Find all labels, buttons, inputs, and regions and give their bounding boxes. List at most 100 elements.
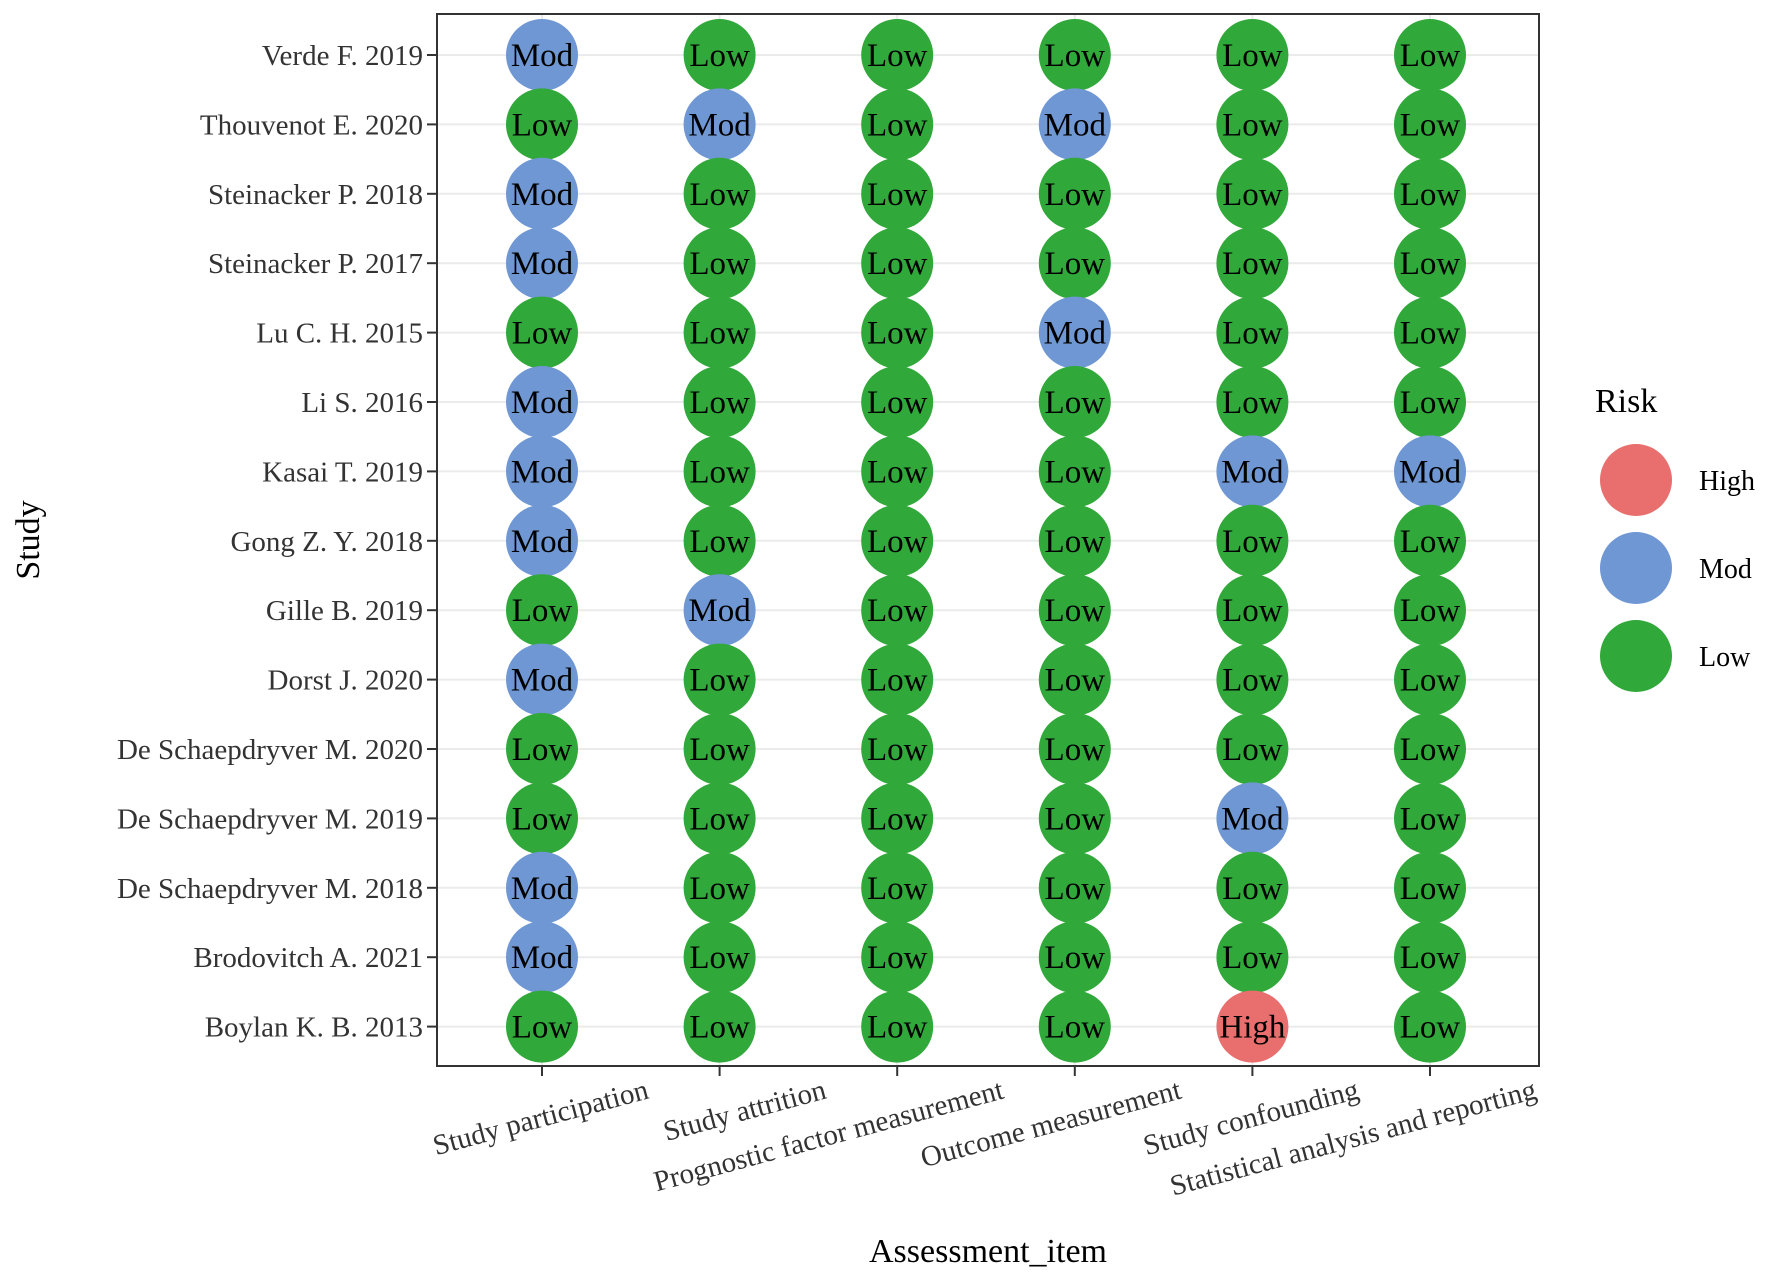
risk-point — [1394, 88, 1466, 161]
risk-point — [861, 435, 934, 508]
risk-point — [1038, 504, 1111, 577]
risk-point — [861, 366, 934, 438]
risk-point — [683, 435, 756, 508]
risk-point-label: Low — [1045, 593, 1106, 629]
y-tick-label: Steinacker P. 2017 — [208, 248, 423, 280]
risk-point-label: Low — [867, 38, 928, 74]
risk-point-label: Low — [1400, 177, 1461, 213]
y-tick-label: Li S. 2016 — [301, 387, 423, 419]
risk-point-label: Low — [1045, 246, 1106, 282]
risk-point-label: Low — [689, 732, 750, 768]
risk-point-label: Low — [1400, 107, 1461, 143]
risk-point — [506, 504, 578, 577]
y-tick-label: Thouvenot E. 2020 — [200, 109, 423, 141]
risk-point — [1038, 782, 1111, 855]
risk-point — [861, 504, 934, 577]
risk-point — [861, 713, 934, 785]
risk-point-label: Mod — [511, 177, 574, 213]
risk-point-label: Low — [1222, 524, 1283, 560]
risk-point-label: Low — [867, 454, 928, 490]
risk-point — [506, 296, 578, 369]
risk-point-label: Low — [1400, 940, 1461, 976]
risk-point-label: Low — [867, 177, 928, 213]
risk-point-label: Mod — [688, 107, 751, 143]
legend-label: Low — [1699, 642, 1751, 673]
risk-point — [1038, 574, 1111, 647]
risk-point — [1394, 643, 1466, 716]
risk-point-label: Low — [1045, 385, 1106, 421]
risk-point — [1038, 19, 1111, 91]
risk-point — [1394, 713, 1466, 785]
risk-point — [1216, 504, 1289, 577]
risk-point — [1038, 435, 1111, 508]
x-tick-label: Study participation — [430, 1074, 653, 1162]
risk-point-label: Low — [867, 385, 928, 421]
risk-point — [1216, 157, 1289, 230]
risk-point — [506, 435, 578, 508]
risk-point-label: Low — [1045, 454, 1106, 490]
risk-point-label: Mod — [511, 385, 574, 421]
risk-point-label: Low — [1400, 593, 1461, 629]
risk-point-label: Mod — [511, 940, 574, 976]
risk-point — [683, 851, 756, 924]
risk-point-label: Mod — [1399, 454, 1462, 490]
risk-point-label: Low — [1400, 871, 1461, 907]
risk-point — [683, 713, 756, 785]
risk-point — [683, 157, 756, 230]
risk-point — [683, 574, 756, 647]
risk-point — [1216, 19, 1289, 91]
risk-point-label: Low — [689, 663, 750, 699]
risk-point-label: Low — [689, 246, 750, 282]
risk-point — [1394, 227, 1466, 300]
risk-point-label: Low — [689, 801, 750, 837]
risk-point-label: Low — [1222, 246, 1283, 282]
risk-point-label: Low — [1400, 524, 1461, 560]
risk-point-label: Low — [1045, 732, 1106, 768]
risk-point — [861, 88, 934, 161]
risk-point — [1394, 296, 1466, 369]
risk-point-label: Low — [1400, 246, 1461, 282]
risk-point-label: Low — [1045, 524, 1106, 560]
risk-point-label: Low — [512, 1010, 573, 1046]
legend-label: Mod — [1699, 554, 1752, 585]
risk-point — [1038, 851, 1111, 924]
risk-point-label: Low — [867, 801, 928, 837]
x-axis: Study participation Study attritionProgno… — [430, 1066, 1540, 1203]
risk-point — [1038, 990, 1111, 1063]
risk-point-label: Mod — [511, 871, 574, 907]
risk-point — [861, 782, 934, 855]
risk-point-label: Low — [1400, 316, 1461, 352]
risk-point-label: Low — [1045, 663, 1106, 699]
y-tick-label: De Schaepdryver M. 2018 — [117, 873, 423, 905]
risk-point-label: Low — [1045, 177, 1106, 213]
risk-point — [506, 713, 578, 785]
y-axis: Verde F. 2019 Thouvenot E. 2020 Steinacker… — [117, 40, 437, 1044]
risk-point-label: Mod — [1044, 107, 1107, 143]
risk-point — [1394, 435, 1466, 508]
risk-point-label: Mod — [1221, 454, 1284, 490]
risk-point-label: High — [1219, 1010, 1286, 1046]
risk-point-label: Low — [1222, 663, 1283, 699]
risk-point-label: Low — [867, 1010, 928, 1046]
risk-point-label: Low — [689, 38, 750, 74]
risk-point — [1216, 713, 1289, 785]
risk-point-label: Low — [867, 940, 928, 976]
risk-point — [1038, 366, 1111, 438]
risk-point-label: Low — [1045, 871, 1106, 907]
risk-point — [1038, 296, 1111, 369]
risk-point — [861, 157, 934, 230]
gridlines — [437, 14, 1539, 1066]
risk-point — [861, 227, 934, 300]
risk-point-label: Low — [867, 524, 928, 560]
risk-point-label: Low — [1045, 1010, 1106, 1046]
risk-point-label: Low — [1222, 107, 1283, 143]
risk-point — [1038, 227, 1111, 300]
risk-point — [683, 504, 756, 577]
risk-point — [683, 296, 756, 369]
risk-point-label: Low — [689, 940, 750, 976]
risk-point-label: Low — [1400, 38, 1461, 74]
risk-point — [1216, 990, 1289, 1063]
risk-point-label: Low — [1222, 871, 1283, 907]
risk-point-label: Low — [867, 316, 928, 352]
risk-point — [1038, 713, 1111, 785]
